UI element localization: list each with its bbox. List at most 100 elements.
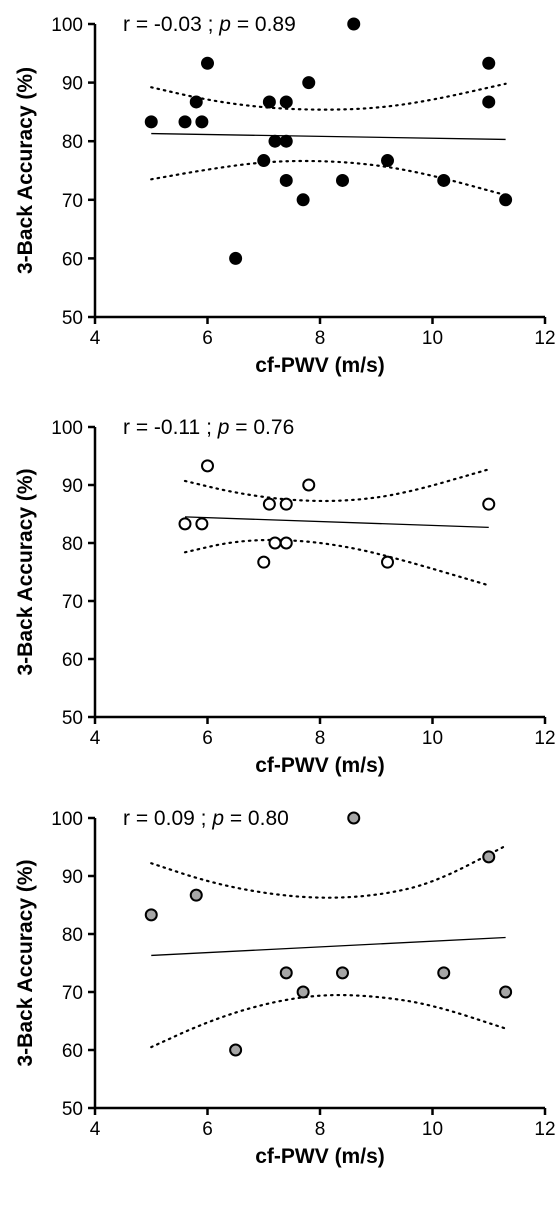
x-tick-label: 12: [534, 1119, 555, 1140]
data-point: [336, 173, 349, 187]
data-point: [279, 134, 293, 148]
y-tick-label: 90: [62, 867, 83, 888]
scatter-panel-1: 50 60 70 80 90 100 4 6 8 10 12 cf-PWV (m/s) 3-Back A…: [14, 13, 556, 377]
correlation-annotation: r = 0.09 ; p = 0.80: [123, 807, 289, 830]
data-point: [195, 115, 209, 129]
data-point: [482, 497, 496, 511]
data-point: [499, 985, 513, 999]
data-point: [499, 193, 513, 207]
r-value-text: r = -0.03 ;: [123, 13, 219, 36]
ci-upper-band: [183, 468, 490, 503]
data-point: [229, 1043, 243, 1057]
data-point: [347, 17, 361, 31]
data-point: [437, 966, 451, 980]
data-point: [262, 497, 276, 511]
data-point: [201, 459, 214, 473]
data-point: [279, 497, 293, 511]
data-point: [482, 850, 496, 864]
y-tick-label: 90: [62, 74, 83, 95]
y-tick-label: 60: [62, 650, 83, 671]
scatter-panel-2: 50 60 70 80 90 100 4 6 8 10 12 cf-PWV (m/s) 3-Back A…: [14, 416, 556, 777]
ci-upper-band: [150, 844, 507, 899]
x-tick-label: 8: [315, 1119, 326, 1140]
data-point: [268, 134, 282, 148]
y-tick-label: 80: [62, 925, 83, 946]
y-tick-label: 80: [62, 132, 83, 153]
data-point: [178, 115, 192, 129]
x-tick-label: 8: [315, 728, 326, 749]
x-tick-label: 10: [422, 728, 443, 749]
regression-line: [151, 132, 506, 141]
p-letter: p: [211, 807, 224, 830]
y-tick-label: 90: [62, 476, 83, 497]
data-point: [482, 56, 496, 70]
ci-lower-band: [150, 159, 507, 197]
data-point: [296, 985, 310, 999]
p-value-text: = 0.80: [224, 807, 289, 830]
data-point: [381, 154, 394, 168]
data-point: [201, 56, 214, 70]
x-tick-label: 10: [422, 1119, 443, 1140]
data-point: [279, 966, 293, 980]
y-axis-title: 3-Back Accuracy (%): [14, 860, 37, 1067]
y-tick-label: 70: [62, 592, 83, 613]
y-axis-title: 3-Back Accuracy (%): [14, 469, 37, 676]
data-point: [302, 478, 316, 492]
regression-line: [151, 936, 506, 957]
y-tick-label: 60: [62, 1041, 83, 1062]
data-point: [144, 908, 158, 922]
x-tick-label: 4: [90, 328, 101, 349]
x-tick-label: 6: [202, 1119, 213, 1140]
y-axis-title: 3-Back Accuracy (%): [14, 67, 37, 274]
ci-upper-band: [150, 82, 507, 111]
x-axis-title: cf-PWV (m/s): [255, 354, 385, 377]
data-point: [296, 193, 310, 207]
x-tick-label: 6: [202, 328, 213, 349]
x-tick-label: 10: [422, 328, 443, 349]
x-tick-label: 6: [202, 728, 213, 749]
data-point: [257, 154, 271, 168]
y-tick-label: 100: [51, 809, 83, 830]
y-tick-label: 100: [51, 418, 83, 439]
y-tick-label: 50: [62, 708, 83, 729]
y-tick-label: 70: [62, 191, 83, 212]
x-tick-label: 4: [90, 1119, 101, 1140]
correlation-annotation: r = -0.03 ; p = 0.89: [123, 13, 296, 36]
data-point: [347, 811, 361, 825]
r-value-text: r = 0.09 ;: [123, 807, 212, 830]
p-value-text: = 0.76: [229, 416, 294, 439]
r-value-text: r = -0.11 ;: [123, 416, 218, 439]
data-point: [279, 95, 293, 109]
data-point: [437, 173, 451, 187]
y-tick-label: 80: [62, 534, 83, 555]
data-point: [257, 555, 271, 569]
data-point: [144, 115, 158, 129]
y-tick-label: 70: [62, 983, 83, 1004]
y-tick-label: 50: [62, 1099, 83, 1120]
data-point: [336, 966, 349, 980]
y-tick-label: 100: [51, 15, 83, 36]
y-tick-label: 60: [62, 249, 83, 270]
data-point: [178, 517, 192, 531]
x-axis-title: cf-PWV (m/s): [255, 754, 385, 777]
data-point: [195, 517, 209, 531]
x-tick-label: 12: [534, 728, 555, 749]
data-point: [302, 76, 316, 90]
ci-lower-band: [183, 538, 490, 587]
data-point: [229, 251, 243, 265]
data-point: [279, 536, 293, 550]
p-value-text: = 0.89: [231, 13, 296, 36]
data-point: [279, 173, 293, 187]
data-point: [189, 95, 203, 109]
y-tick-label: 50: [62, 308, 83, 329]
scatter-panel-3: 50 60 70 80 90 100 4 6 8 10 12 cf-PWV (m/s) 3-Back A…: [14, 807, 556, 1168]
regression-line: [184, 516, 489, 528]
correlation-annotation: r = -0.11 ; p = 0.76: [123, 416, 294, 439]
x-tick-label: 4: [90, 728, 101, 749]
p-letter: p: [217, 416, 230, 439]
data-point: [381, 555, 394, 569]
data-point: [262, 95, 276, 109]
data-point: [482, 95, 496, 109]
data-point: [189, 888, 203, 902]
